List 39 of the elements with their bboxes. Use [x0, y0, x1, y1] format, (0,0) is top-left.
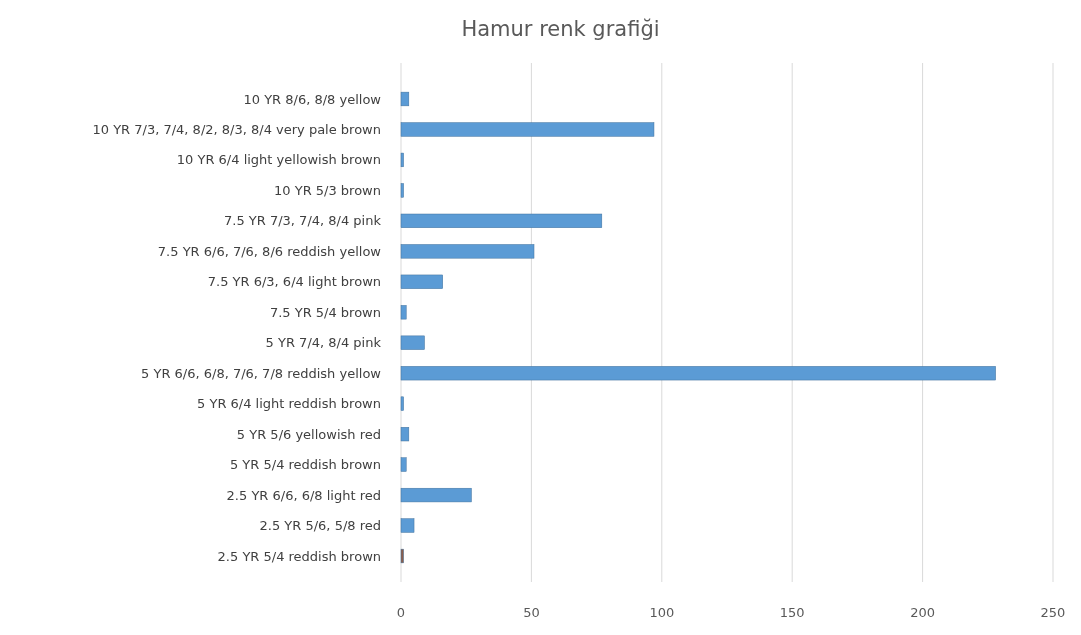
bar	[400, 366, 996, 381]
bar	[400, 305, 407, 320]
bar	[400, 122, 655, 137]
bar	[400, 457, 407, 472]
y-tick-label: 5 YR 6/6, 6/8, 7/6, 7/8 reddish yellow	[141, 365, 382, 381]
x-tick-label: 0	[396, 605, 406, 620]
y-tick-label: 5 YR 5/4 reddish brown	[229, 457, 381, 473]
y-tick-label: 7.5 YR 5/4 brown	[269, 304, 381, 320]
y-tick-label: 2.5 YR 6/6, 6/8 light red	[226, 487, 381, 503]
bar	[400, 183, 404, 198]
bar	[400, 335, 425, 350]
y-tick-label: 10 YR 7/3, 7/4, 8/2, 8/3, 8/4 very pale brown	[92, 122, 381, 138]
y-tick-label: 5 YR 7/4, 8/4 pink	[265, 335, 382, 351]
bar	[400, 396, 404, 411]
y-tick-label: 7.5 YR 7/3, 7/4, 8/4 pink	[224, 213, 382, 229]
bar	[400, 548, 404, 564]
bar	[400, 274, 443, 289]
bar	[400, 213, 603, 228]
y-tick-label: 7.5 YR 6/6, 7/6, 8/6 reddish yellow	[157, 243, 382, 259]
bar	[400, 518, 415, 533]
chart-title: Hamur renk grafiği	[461, 17, 660, 41]
bar	[400, 244, 535, 259]
x-tick-label: 100	[649, 605, 675, 620]
y-tick-label: 5 YR 6/4 light reddish brown	[197, 396, 381, 412]
y-tick-label: 2.5 YR 5/6, 5/8 red	[259, 518, 381, 534]
bar	[400, 152, 404, 168]
y-tick-label: 10 YR 6/4 light yellowish brown	[176, 152, 381, 168]
y-tick-label: 2.5 YR 5/4 reddish brown	[217, 548, 381, 564]
x-tick-label: 250	[1040, 605, 1066, 620]
bar	[400, 427, 410, 442]
y-tick-label: 10 YR 8/6, 8/8 yellow	[243, 91, 382, 107]
y-tick-label: 7.5 YR 6/3, 6/4 light brown	[207, 274, 381, 290]
y-tick-label: 10 YR 5/3 brown	[274, 182, 381, 198]
bar	[400, 487, 472, 503]
bar	[400, 91, 410, 107]
x-tick-label: 50	[523, 605, 540, 620]
y-tick-label: 5 YR 5/6 yellowish red	[236, 426, 381, 442]
x-tick-label: 200	[910, 605, 936, 620]
x-tick-label: 150	[779, 605, 805, 620]
